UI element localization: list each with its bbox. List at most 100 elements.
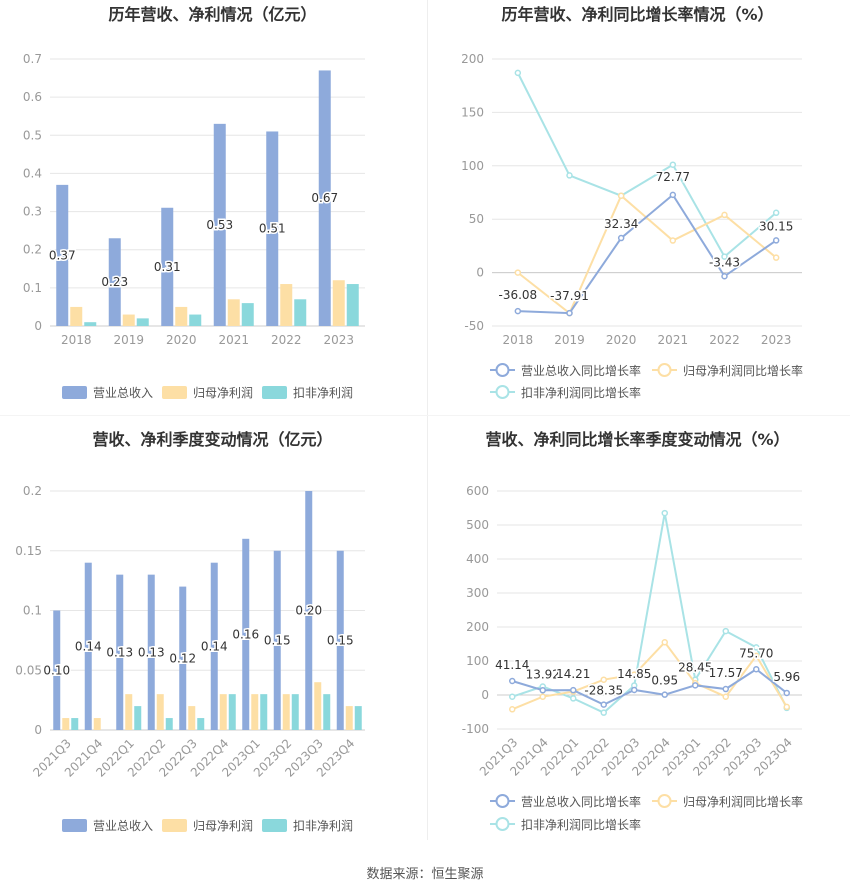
bar — [136, 318, 149, 326]
y-tick-label: 0 — [476, 266, 484, 280]
bar — [213, 123, 226, 326]
bar — [219, 694, 227, 730]
data-label: 0.95 — [651, 674, 678, 688]
legend-marker — [495, 385, 510, 399]
y-tick-label: 50 — [469, 212, 484, 226]
y-tick-label: 400 — [466, 552, 489, 566]
data-label: 14.21 — [556, 667, 590, 681]
bar — [251, 694, 259, 730]
bar — [122, 314, 135, 326]
y-tick-label: 0.5 — [23, 128, 42, 142]
bar — [125, 694, 133, 730]
legend-swatch — [262, 386, 287, 399]
data-label: 41.14 — [495, 658, 529, 672]
data-point — [772, 237, 780, 244]
data-label: 0.13 — [106, 645, 133, 659]
y-tick-label: 200 — [466, 620, 489, 634]
y-tick-label: 0.2 — [23, 484, 42, 498]
data-label: 0.14 — [75, 639, 102, 653]
bar — [294, 299, 307, 326]
bar — [332, 280, 345, 326]
bar — [156, 694, 164, 730]
legend-label: 营业总收入同比增长率 — [521, 794, 641, 809]
legend-swatch — [262, 819, 287, 832]
data-label: 32.34 — [604, 217, 638, 231]
data-point — [722, 693, 729, 700]
bar — [179, 586, 187, 730]
legend-label: 扣非净利润同比增长率 — [521, 385, 641, 400]
data-point — [631, 686, 638, 694]
legend-label: 归母净利润 — [193, 819, 253, 833]
bar — [305, 491, 313, 730]
data-label: 13.92 — [526, 667, 560, 681]
legend-swatch — [62, 386, 87, 399]
x-tick-label: 2022 — [271, 333, 302, 347]
data-point — [570, 695, 577, 702]
data-point — [661, 509, 668, 517]
data-label: 0.14 — [201, 639, 228, 653]
y-tick-label: 0 — [481, 688, 489, 702]
y-tick-label: 150 — [461, 105, 484, 119]
chart-title: 营收、净利同比增长率季度变动情况（%） — [485, 430, 789, 449]
data-point — [539, 693, 546, 700]
data-point — [669, 191, 677, 199]
data-label: 0.37 — [49, 248, 76, 262]
bar — [53, 610, 61, 730]
data-point — [509, 677, 516, 685]
bar — [161, 207, 174, 326]
data-point — [509, 693, 516, 700]
y-tick-label: 0.1 — [23, 604, 42, 618]
bar — [273, 550, 281, 730]
bar — [116, 574, 124, 730]
data-point — [600, 709, 607, 716]
legend-label: 扣非净利润 — [293, 819, 353, 833]
bar — [266, 131, 279, 326]
bar — [62, 718, 70, 730]
bar — [241, 303, 254, 326]
data-point — [539, 687, 546, 694]
y-tick-label: 0.3 — [23, 205, 42, 219]
y-tick-label: 200 — [461, 52, 484, 66]
bar — [282, 694, 290, 730]
data-point — [669, 161, 677, 168]
y-tick-label: 100 — [466, 654, 489, 668]
y-tick-label: 300 — [466, 586, 489, 600]
data-point — [772, 254, 780, 261]
data-label: 72.77 — [656, 170, 690, 184]
x-tick-label: 2019 — [554, 333, 585, 347]
x-tick-label: 2022 — [709, 333, 740, 347]
data-point — [514, 269, 522, 276]
bar — [84, 562, 92, 730]
y-tick-label: -50 — [464, 319, 484, 333]
x-tick-label: 2023 — [761, 333, 792, 347]
annual-growth-rate-chart: 历年营收、净利同比增长率情况（%） -50 0 50 100 150 200 2018 2019… — [461, 5, 803, 400]
data-source: 数据来源：恒生聚源 — [366, 867, 484, 882]
quarterly-revenue-profit-chart: 营收、净利季度变动情况（亿元）00.050.10.150.22021Q32021… — [15, 430, 365, 833]
data-label: 30.15 — [759, 219, 793, 233]
y-tick-label: 500 — [466, 518, 489, 532]
y-tick-label: 0.7 — [23, 52, 42, 66]
bar — [345, 706, 353, 730]
legend-marker — [657, 794, 672, 808]
x-tick-label: 2020 — [606, 333, 637, 347]
bar — [280, 284, 293, 326]
series-line — [517, 194, 777, 315]
data-point — [566, 309, 573, 317]
series-line — [511, 512, 788, 714]
bar — [210, 562, 218, 730]
chart-title: 营收、净利季度变动情况（亿元） — [92, 430, 332, 449]
y-tick-label: 100 — [461, 159, 484, 173]
data-point — [722, 627, 729, 635]
vertical-divider — [427, 0, 428, 840]
bar — [71, 718, 79, 730]
x-tick-label: 2020 — [166, 333, 197, 347]
data-point — [600, 701, 607, 708]
data-label: 0.23 — [101, 275, 128, 289]
y-tick-label: 0.4 — [23, 166, 42, 180]
data-point — [514, 69, 522, 77]
legend-marker — [495, 363, 510, 377]
legend-label: 扣非净利润 — [293, 386, 353, 400]
horizontal-divider — [0, 415, 850, 416]
data-point — [753, 644, 760, 651]
